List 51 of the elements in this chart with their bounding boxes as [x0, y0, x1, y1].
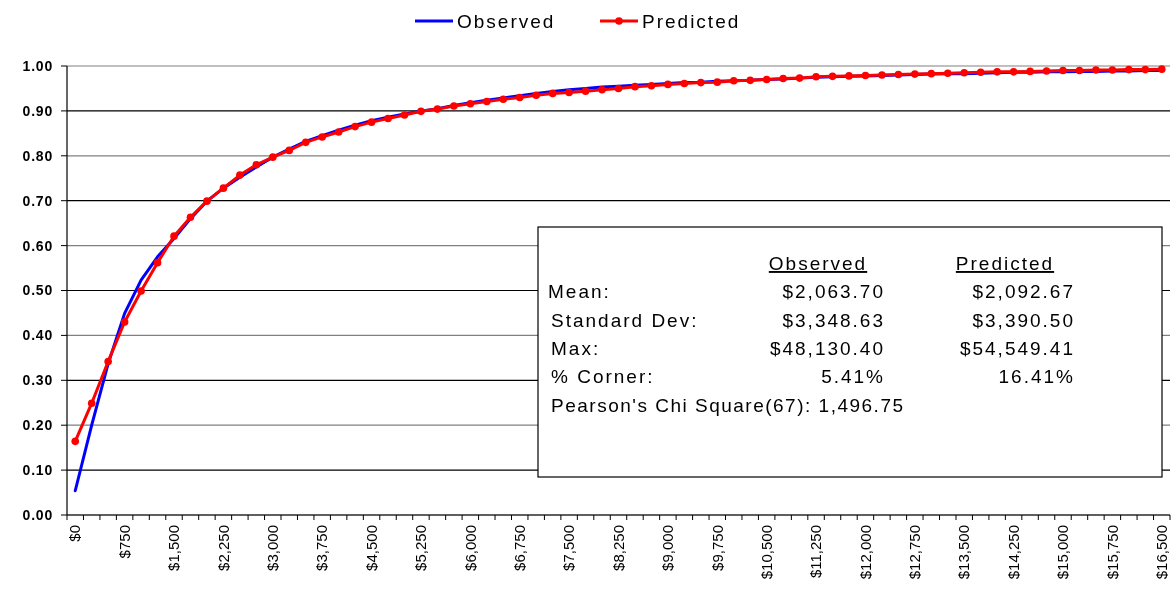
annotation: Mean: [548, 281, 611, 303]
x-tick-label: $4,500 [362, 525, 380, 571]
x-tick-label: $15,750 [1103, 525, 1121, 580]
annotation: $48,130.40 [769, 337, 885, 359]
annotation: Predicted [955, 253, 1055, 274]
x-tick-label: $3,000 [264, 525, 282, 571]
x-tick-label: $12,750 [906, 525, 924, 580]
y-tick-label: 0.30 [22, 372, 53, 389]
annotation: $2,063.70 [782, 281, 885, 303]
text: Pearson's Chi Square(67): 1,496.75 [551, 394, 905, 416]
x-tick-label: $6,000 [461, 525, 479, 571]
annotation: $54,549.41 [959, 337, 1075, 359]
x-tick-label: $5,250 [412, 525, 430, 571]
x-tick-label: $15,000 [1054, 525, 1072, 580]
x-tick-label: $0 [66, 525, 84, 542]
y-tick-label: 0.00 [22, 506, 53, 523]
x-tick-label: $8,250 [609, 525, 627, 571]
x-tick-label: $16,500 [1153, 525, 1171, 580]
x-tick-label: $750 [115, 525, 133, 559]
annotation: Observed [768, 253, 868, 274]
x-tick-label: $1,500 [165, 525, 183, 571]
y-tick-label: 0.80 [22, 147, 53, 164]
annotation: 16.41% [998, 366, 1075, 388]
x-tick-label: $6,750 [510, 525, 528, 571]
x-tick-label: $12,000 [856, 525, 874, 580]
annotation: $3,348.63 [782, 309, 885, 331]
annotation: 5.41% [821, 366, 885, 388]
y-tick-label: 0.90 [22, 102, 53, 119]
annotation: % Corner: [551, 366, 655, 388]
legend-label: Observed [457, 10, 556, 32]
x-tick-label: $9,000 [659, 525, 677, 571]
y-tick-label: 0.10 [22, 462, 53, 478]
y-tick-label: 1.00 [22, 57, 53, 74]
y-tick-label: 0.40 [22, 327, 53, 344]
y-tick-label: 0.60 [22, 237, 53, 254]
y-tick-label: 0.50 [22, 282, 53, 299]
annotation: Max: [551, 337, 601, 359]
annotation: $3,390.50 [972, 309, 1075, 331]
annotation: Standard Dev: [551, 309, 699, 331]
x-tick-label: $13,500 [955, 525, 973, 580]
x-tick-label: $3,750 [313, 525, 331, 571]
y-tick-label: 0.70 [22, 192, 53, 209]
x-tick-label: $10,500 [757, 525, 775, 580]
annotation: $2,092.67 [972, 281, 1075, 303]
x-tick-label: $7,500 [560, 525, 578, 571]
y-tick-label: 0.20 [22, 417, 53, 434]
x-tick-label: $14,250 [1004, 525, 1022, 580]
x-tick-label: $9,750 [708, 525, 726, 571]
legend-label: Predicted [642, 10, 741, 32]
x-tick-label: $11,250 [807, 525, 825, 579]
x-tick-label: $2,250 [214, 525, 232, 571]
